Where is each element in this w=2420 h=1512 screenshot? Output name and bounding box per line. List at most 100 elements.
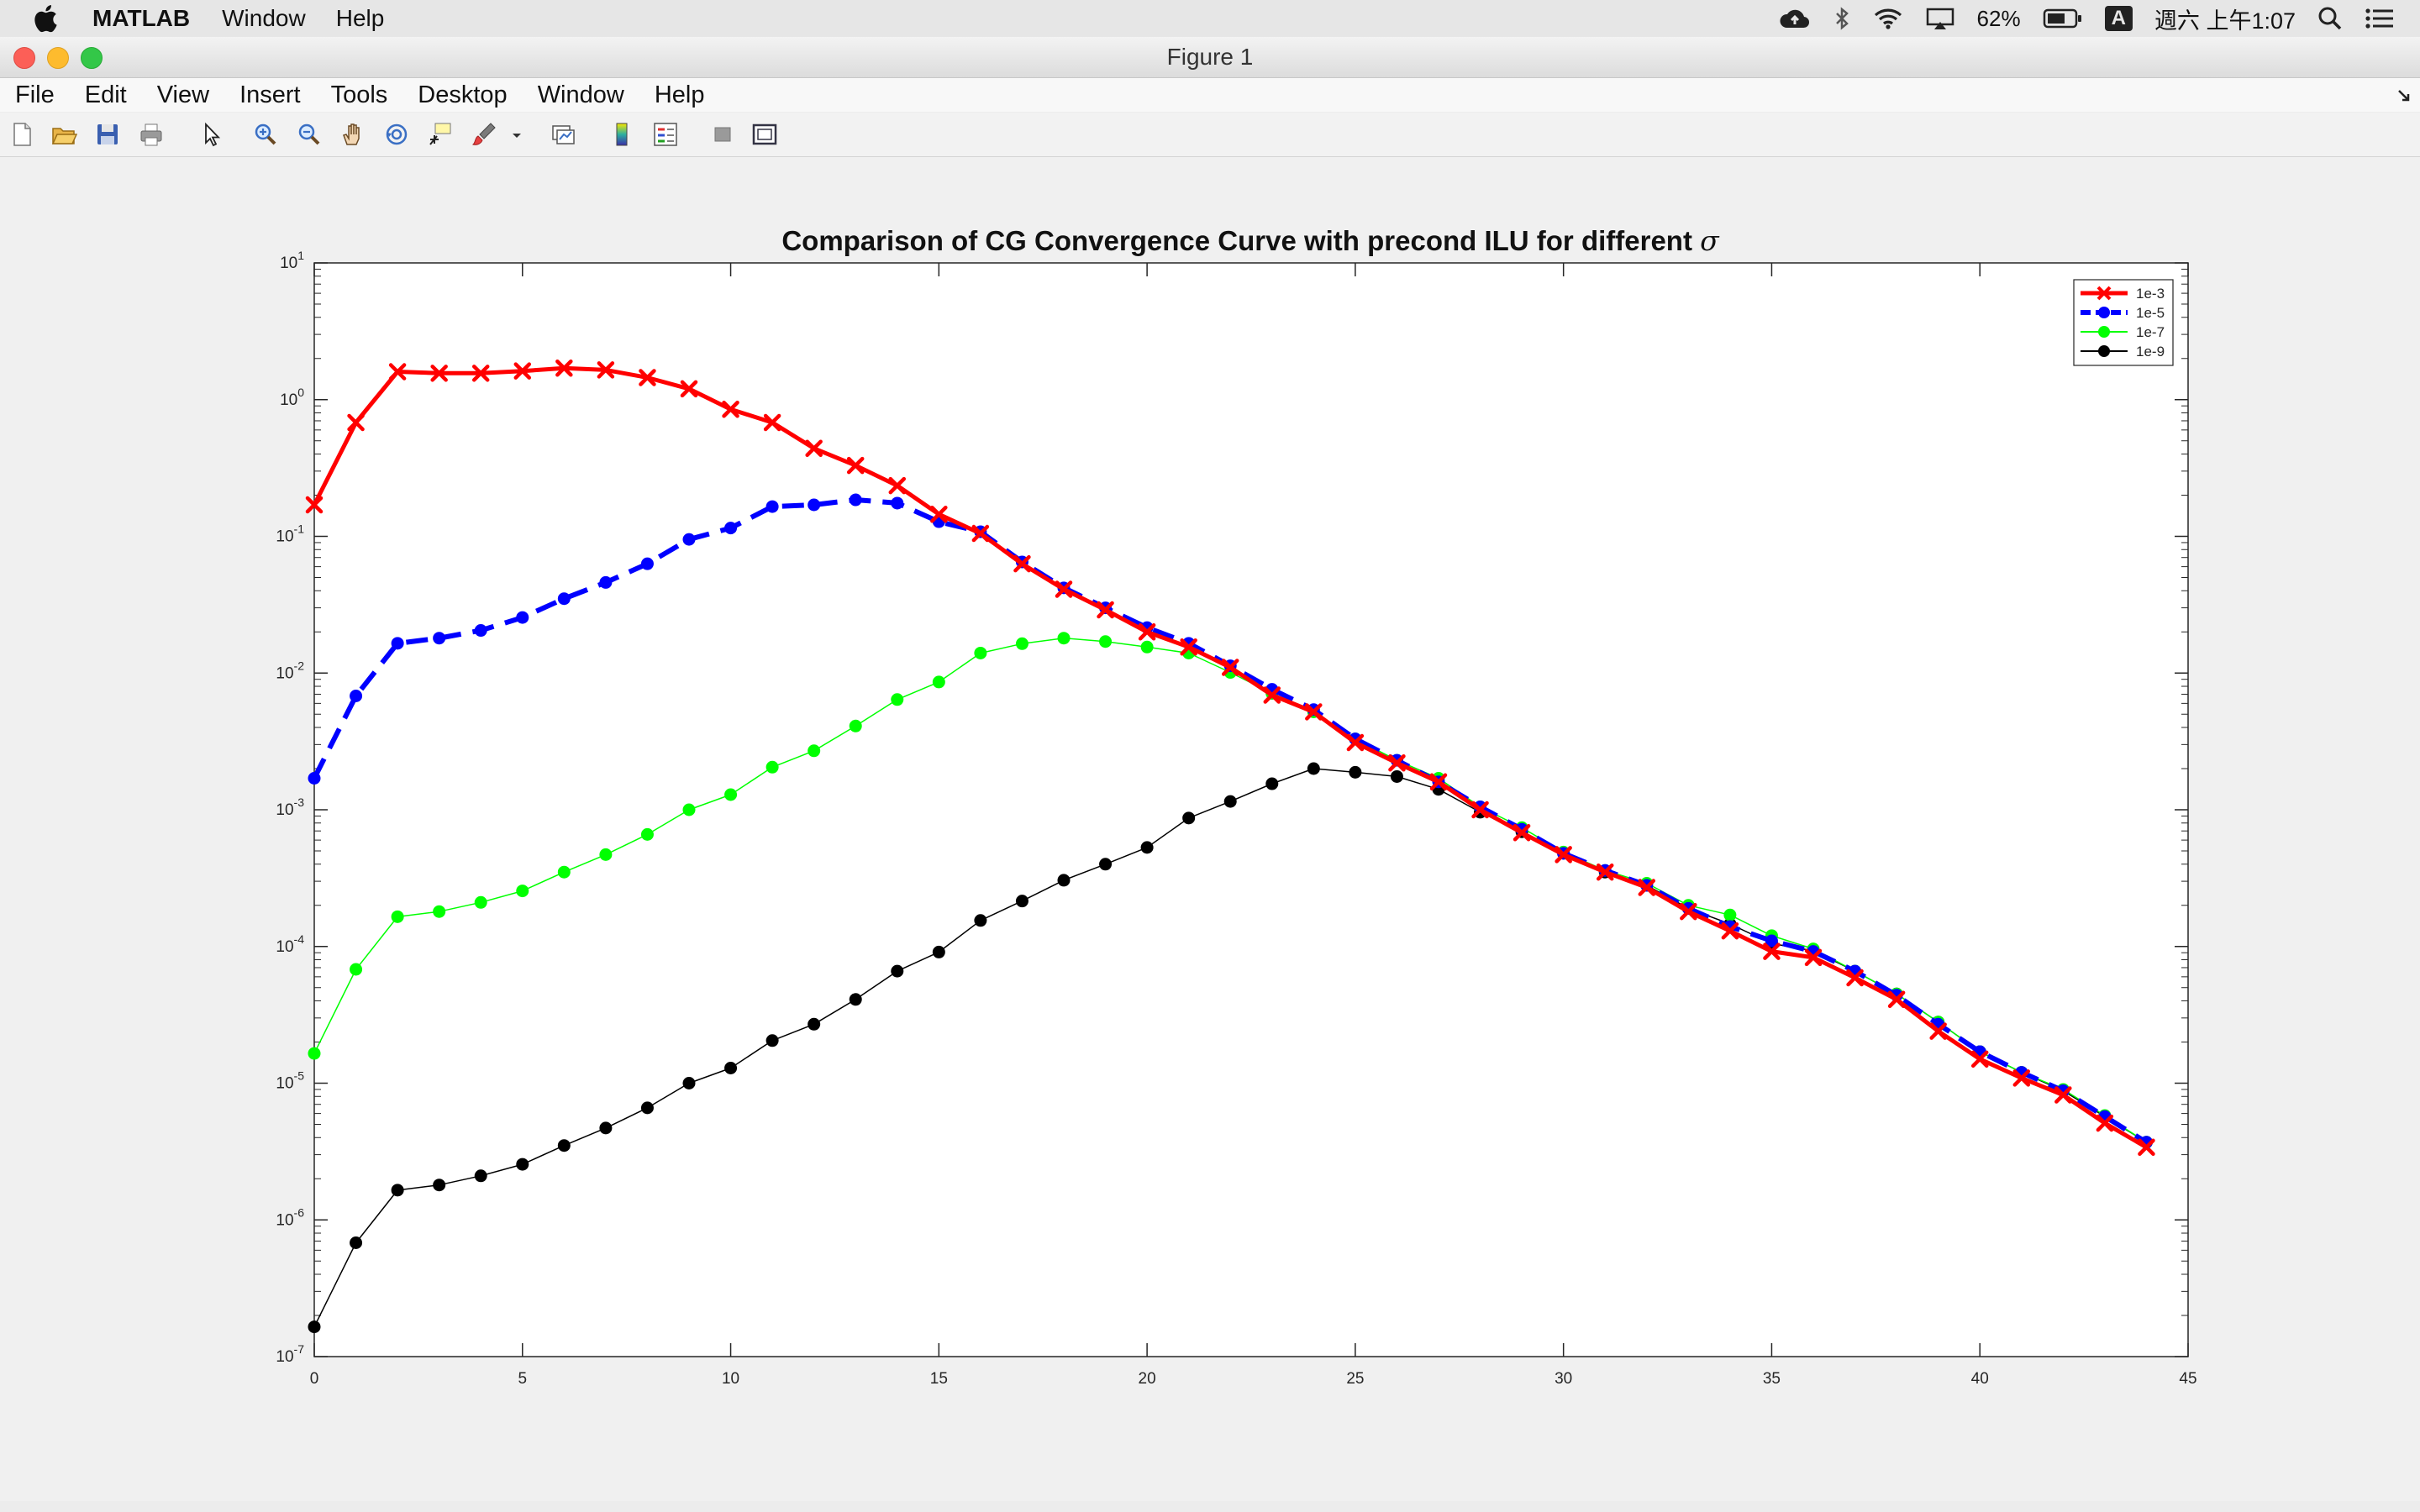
save-icon[interactable]: [94, 121, 121, 148]
data-point: [1721, 921, 1739, 940]
brush-dropdown-icon[interactable]: [509, 121, 524, 148]
data-point: [1223, 795, 1237, 808]
data-point: [1263, 686, 1281, 704]
data-point: [724, 522, 738, 535]
data-point: [1765, 934, 1778, 948]
clock[interactable]: 週六 上午1:07: [2154, 8, 2296, 34]
data-point: [433, 905, 446, 918]
figmenu-help[interactable]: Help: [654, 81, 705, 108]
data-point: [557, 1139, 571, 1152]
data-point: [597, 361, 615, 379]
y-tick-base: 10: [276, 1075, 293, 1093]
app-menu-matlab[interactable]: MATLAB: [92, 5, 191, 31]
data-point: [1638, 879, 1656, 896]
data-point: [599, 848, 613, 861]
data-point: [513, 362, 532, 380]
data-point: [891, 964, 904, 978]
data-point: [516, 885, 529, 898]
data-point: [1182, 811, 1196, 825]
figmenu-view[interactable]: View: [156, 81, 210, 108]
data-point: [1099, 635, 1113, 648]
y-tick-base: 10: [276, 664, 293, 682]
x-tick-label: 15: [930, 1370, 948, 1388]
battery-icon[interactable]: [2043, 8, 2083, 29]
data-point: [1265, 777, 1279, 790]
brush-icon[interactable]: [471, 121, 497, 148]
convergence-plot[interactable]: Comparison of CG Convergence Curve with …: [0, 157, 2420, 1501]
pan-hand-icon[interactable]: [339, 121, 366, 148]
data-point: [599, 575, 613, 589]
y-tick-exponent: -5: [294, 1069, 305, 1083]
show-plot-tools-icon[interactable]: [751, 121, 778, 148]
data-point: [846, 456, 865, 475]
data-point: [808, 744, 821, 758]
figmenu-edit[interactable]: Edit: [84, 81, 127, 108]
legend-icon[interactable]: [652, 121, 679, 148]
y-tick-exponent: -6: [294, 1205, 305, 1219]
legend-label: 1e-3: [2136, 286, 2165, 302]
data-point: [1846, 969, 1864, 987]
minimize-window-button[interactable]: [47, 47, 69, 69]
figmenu-desktop[interactable]: Desktop: [418, 81, 508, 108]
data-cursor-icon[interactable]: [427, 121, 454, 148]
data-point: [1140, 841, 1154, 854]
data-point: [2138, 1138, 2155, 1156]
data-point: [1221, 659, 1239, 676]
y-tick-base: 10: [276, 801, 293, 819]
bluetooth-icon[interactable]: [1833, 6, 1851, 31]
data-point: [971, 524, 990, 543]
print-icon[interactable]: [138, 121, 165, 148]
new-figure-icon[interactable]: [8, 121, 35, 148]
menu-window[interactable]: Window: [222, 5, 306, 31]
data-point: [516, 1158, 529, 1171]
link-plot-icon[interactable]: [550, 121, 576, 148]
data-point: [640, 827, 654, 841]
data-point: [471, 365, 490, 382]
y-tick-label: 10-5: [276, 1069, 304, 1093]
airplay-icon[interactable]: [1925, 7, 1955, 30]
figure-toolbar: [0, 113, 2420, 157]
colorbar-icon[interactable]: [608, 121, 635, 148]
data-point: [849, 719, 862, 732]
data-point: [433, 1179, 446, 1192]
apple-logo-icon[interactable]: [29, 3, 60, 34]
dock-figure-icon[interactable]: [2396, 88, 2412, 103]
figmenu-window[interactable]: Window: [537, 81, 624, 108]
zoom-out-icon[interactable]: [296, 121, 323, 148]
input-method-indicator[interactable]: A: [2104, 6, 2133, 31]
data-point: [1723, 908, 1737, 921]
y-tick-exponent: 1: [297, 249, 304, 262]
data-point: [350, 690, 363, 703]
close-window-button[interactable]: [13, 47, 35, 69]
zoom-window-button[interactable]: [81, 47, 103, 69]
figmenu-tools[interactable]: Tools: [330, 81, 388, 108]
figmenu-insert[interactable]: Insert: [239, 81, 301, 108]
notification-center-icon[interactable]: [2365, 6, 2395, 31]
spotlight-search-icon[interactable]: [2317, 6, 2343, 31]
figmenu-file[interactable]: File: [15, 81, 55, 108]
battery-percent: 62%: [1976, 5, 2021, 31]
y-tick-label: 10-7: [276, 1342, 304, 1366]
x-tick-label: 20: [1139, 1370, 1156, 1388]
pointer-icon[interactable]: [198, 121, 225, 148]
data-point: [1390, 769, 1403, 783]
wifi-icon[interactable]: [1873, 7, 1903, 30]
menu-help[interactable]: Help: [335, 5, 385, 31]
data-point: [391, 910, 404, 923]
y-tick-exponent: -7: [294, 1342, 305, 1356]
cloud-upload-icon[interactable]: [1779, 6, 1811, 31]
rotate-3d-icon[interactable]: [383, 121, 410, 148]
axis-ticks: 0 5 10 15 20 25 30 35 40 4510-710-610-510-410-310…: [276, 249, 2196, 1388]
legend-label: 1e-9: [2136, 344, 2165, 360]
zoom-in-icon[interactable]: [252, 121, 279, 148]
data-point: [1349, 765, 1362, 779]
open-file-icon[interactable]: [50, 121, 77, 148]
window-title: Figure 1: [1166, 44, 1254, 70]
y-tick-exponent: -1: [294, 522, 305, 536]
data-point: [557, 592, 571, 606]
data-point: [2054, 1086, 2072, 1104]
data-point: [1596, 863, 1614, 881]
chart-title: Comparison of CG Convergence Curve with …: [781, 224, 1720, 257]
data-point: [1057, 632, 1071, 645]
hide-plot-tools-icon[interactable]: [709, 121, 736, 148]
